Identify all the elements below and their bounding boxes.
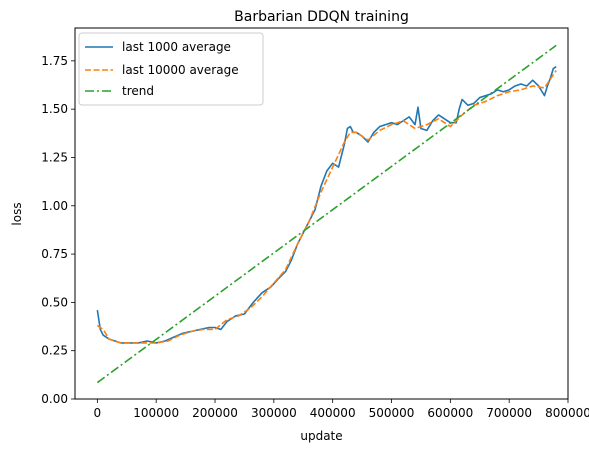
- y-tick-label: 1.75: [41, 54, 68, 68]
- series-layer: [96, 44, 557, 384]
- x-tick-label: 0: [94, 406, 102, 420]
- legend: last 1000 average last 10000 average tre…: [78, 32, 264, 106]
- x-tick-label: 200000: [192, 406, 238, 420]
- legend-box: [78, 32, 264, 106]
- legend-label-last-10000: last 10000 average: [122, 63, 239, 77]
- legend-label-last-1000: last 1000 average: [122, 40, 231, 54]
- y-tick-label: 1.00: [41, 199, 68, 213]
- x-axis-ticks: 0 100000 200000 300000 400000 500000 600000 700…: [94, 399, 589, 420]
- x-tick-label: 400000: [310, 406, 356, 420]
- series-line-0: [96, 65, 557, 344]
- y-axis-label: loss: [10, 202, 24, 225]
- series-line-2: [96, 44, 557, 384]
- y-tick-label: 0.75: [41, 247, 68, 261]
- x-tick-label: 300000: [251, 406, 297, 420]
- x-tick-label: 100000: [133, 406, 179, 420]
- series-line-1: [96, 70, 557, 344]
- y-tick-label: 0.25: [41, 344, 68, 358]
- y-tick-label: 1.25: [41, 150, 68, 164]
- x-axis-label: update: [300, 429, 342, 443]
- chart-title: Barbarian DDQN training: [234, 9, 409, 25]
- y-tick-label: 0.50: [41, 295, 68, 309]
- x-tick-label: 700000: [486, 406, 532, 420]
- y-tick-label: 0.00: [41, 392, 68, 406]
- x-tick-label: 500000: [369, 406, 415, 420]
- legend-label-trend: trend: [122, 84, 154, 98]
- y-tick-label: 1.50: [41, 102, 68, 116]
- plot-frame: [74, 27, 569, 400]
- y-axis-ticks: 0.00 0.25 0.50 0.75 1.00 1.25 1.50 1.75: [41, 54, 75, 406]
- x-tick-label: 800000: [545, 406, 589, 420]
- x-tick-label: 600000: [427, 406, 473, 420]
